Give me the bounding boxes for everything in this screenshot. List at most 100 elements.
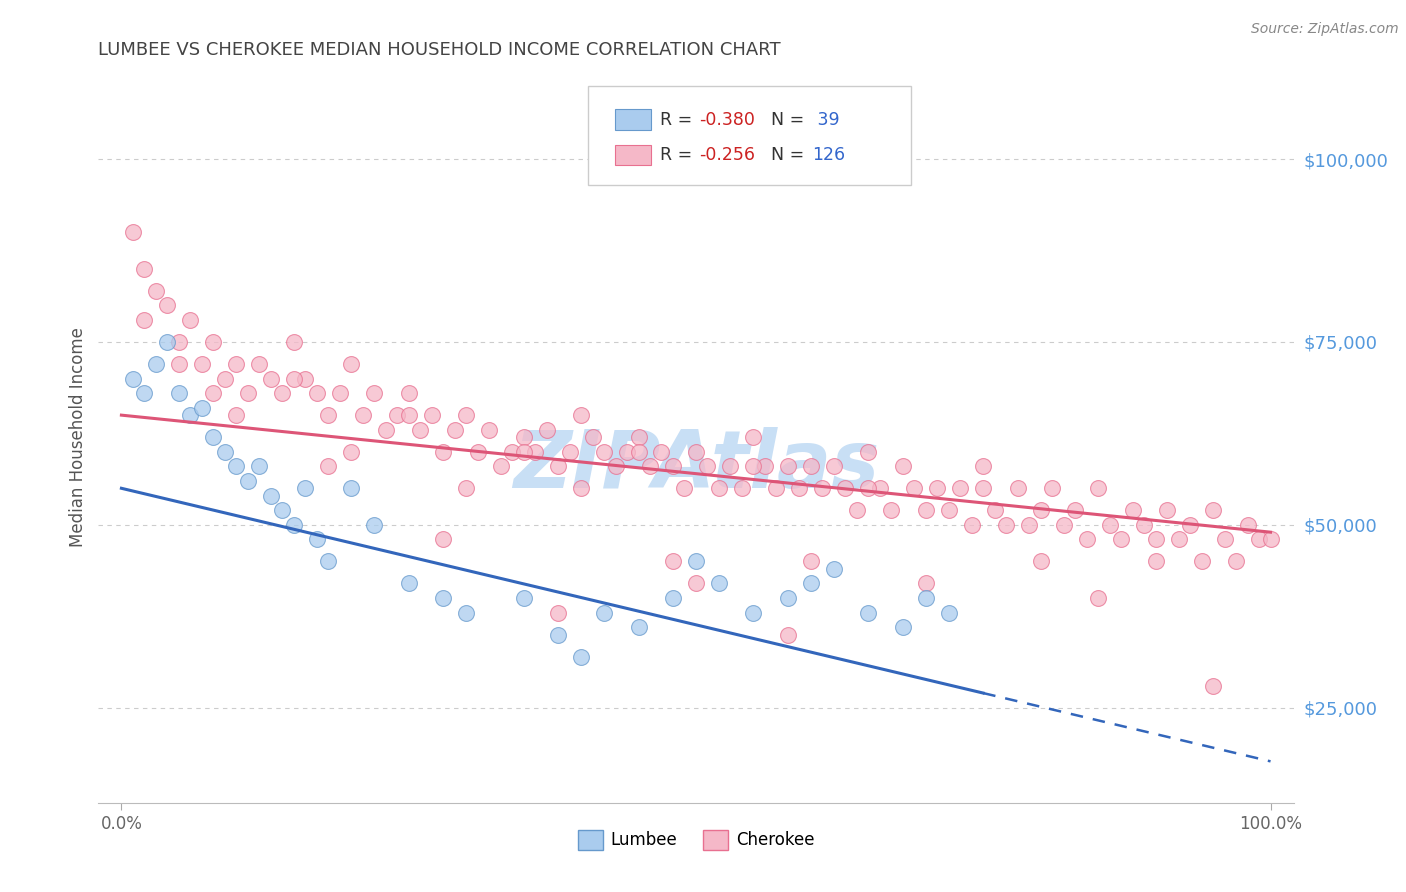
Point xyxy=(685,576,707,591)
Point xyxy=(742,430,765,444)
Point xyxy=(984,503,1007,517)
Point xyxy=(1098,517,1121,532)
Point xyxy=(214,444,236,458)
Point xyxy=(363,386,385,401)
Point xyxy=(398,408,420,422)
Point xyxy=(569,481,592,495)
Point xyxy=(398,386,420,401)
Point xyxy=(340,481,363,495)
Point xyxy=(938,503,960,517)
Point xyxy=(305,533,328,547)
Text: 126: 126 xyxy=(811,145,845,164)
Point xyxy=(1040,481,1063,495)
Point xyxy=(1144,533,1167,547)
Text: Source: ZipAtlas.com: Source: ZipAtlas.com xyxy=(1251,22,1399,37)
Point xyxy=(316,554,339,568)
Point xyxy=(271,503,294,517)
Point xyxy=(834,481,856,495)
Point xyxy=(156,298,179,312)
Point xyxy=(1064,503,1087,517)
Point xyxy=(685,444,707,458)
Point xyxy=(134,313,156,327)
Point xyxy=(536,423,558,437)
Point xyxy=(1087,481,1109,495)
Point xyxy=(340,357,363,371)
Point xyxy=(569,649,592,664)
Point xyxy=(949,481,972,495)
Point xyxy=(167,386,190,401)
Point xyxy=(202,334,225,349)
Point xyxy=(156,334,179,349)
Point xyxy=(800,576,823,591)
Point xyxy=(858,444,880,458)
Point xyxy=(789,481,811,495)
Point xyxy=(409,423,432,437)
Point xyxy=(593,606,616,620)
Point xyxy=(489,459,512,474)
Point xyxy=(880,503,903,517)
Point xyxy=(605,459,627,474)
Y-axis label: Median Household Income: Median Household Income xyxy=(69,327,87,547)
Point xyxy=(765,481,787,495)
Point xyxy=(616,444,638,458)
Point xyxy=(731,481,754,495)
Point xyxy=(627,620,650,634)
Point xyxy=(271,386,294,401)
Point xyxy=(134,261,156,276)
Point xyxy=(432,444,454,458)
Point xyxy=(823,459,845,474)
Point xyxy=(914,576,936,591)
Point xyxy=(776,627,799,641)
Point xyxy=(524,444,547,458)
Point xyxy=(179,408,201,422)
Point xyxy=(685,554,707,568)
Point xyxy=(776,459,799,474)
Text: N =: N = xyxy=(772,145,810,164)
Point xyxy=(329,386,352,401)
Point xyxy=(283,517,305,532)
Point xyxy=(1029,554,1052,568)
Point xyxy=(627,430,650,444)
Point xyxy=(179,313,201,327)
Point xyxy=(316,408,339,422)
Point xyxy=(972,459,994,474)
Point xyxy=(316,459,339,474)
Point xyxy=(995,517,1018,532)
Point xyxy=(122,371,145,385)
Point xyxy=(638,459,661,474)
Point xyxy=(167,334,190,349)
Point xyxy=(662,459,685,474)
Point xyxy=(1247,533,1270,547)
Point xyxy=(512,444,534,458)
Point xyxy=(1018,517,1040,532)
Point xyxy=(581,430,603,444)
Point xyxy=(972,481,994,495)
Point xyxy=(547,627,569,641)
Point xyxy=(202,430,225,444)
Point xyxy=(742,606,765,620)
Point xyxy=(914,503,936,517)
Point xyxy=(891,459,914,474)
Point xyxy=(1260,533,1282,547)
Bar xyxy=(614,110,651,130)
Point xyxy=(467,444,489,458)
Text: 39: 39 xyxy=(811,111,839,128)
Point xyxy=(294,371,316,385)
Text: -0.380: -0.380 xyxy=(700,111,755,128)
Point xyxy=(167,357,190,371)
Point xyxy=(927,481,949,495)
Bar xyxy=(614,145,651,165)
Point xyxy=(456,481,478,495)
Point xyxy=(960,517,983,532)
Point xyxy=(236,386,259,401)
Point xyxy=(1133,517,1156,532)
Point xyxy=(1178,517,1201,532)
Point xyxy=(1202,503,1225,517)
Point xyxy=(1236,517,1258,532)
Point xyxy=(914,591,936,605)
Point xyxy=(569,408,592,422)
Point xyxy=(1122,503,1144,517)
Point xyxy=(1109,533,1132,547)
Point xyxy=(260,489,283,503)
Point xyxy=(432,533,454,547)
